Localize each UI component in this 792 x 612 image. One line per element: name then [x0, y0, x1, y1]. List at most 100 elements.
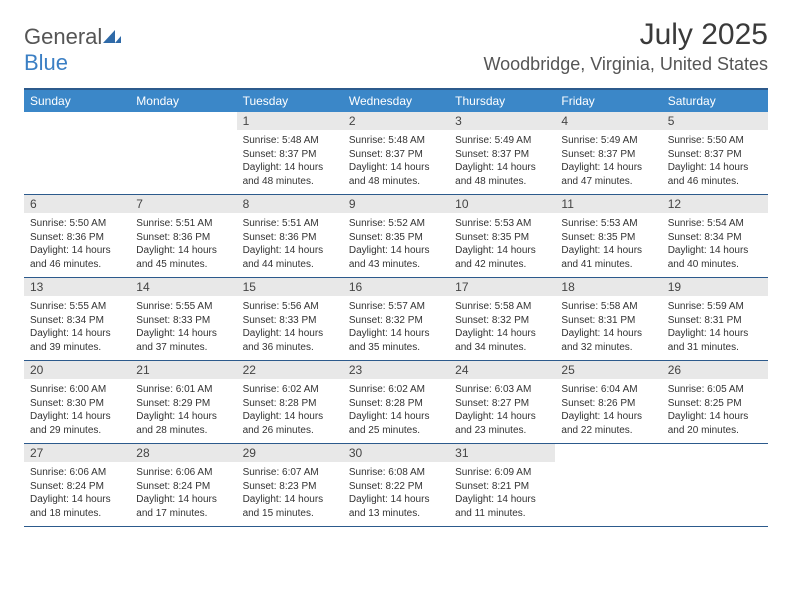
day-details: Sunrise: 6:08 AMSunset: 8:22 PMDaylight:…	[343, 463, 449, 524]
daylight-text: Daylight: 14 hours and 26 minutes.	[243, 410, 337, 437]
day-header: Thursday	[449, 90, 555, 112]
day-number: 8	[237, 195, 343, 214]
day-number: 11	[555, 195, 661, 214]
sunrise-text: Sunrise: 5:53 AM	[561, 217, 655, 231]
sunrise-text: Sunrise: 6:01 AM	[136, 383, 230, 397]
sunrise-text: Sunrise: 5:48 AM	[243, 134, 337, 148]
daylight-text: Daylight: 14 hours and 35 minutes.	[349, 327, 443, 354]
day-cell: 16Sunrise: 5:57 AMSunset: 8:32 PMDayligh…	[343, 278, 449, 360]
daylight-text: Daylight: 14 hours and 15 minutes.	[243, 493, 337, 520]
sunrise-text: Sunrise: 6:08 AM	[349, 466, 443, 480]
day-number: 12	[662, 195, 768, 214]
sunset-text: Sunset: 8:24 PM	[136, 480, 230, 494]
sunrise-text: Sunrise: 5:50 AM	[30, 217, 124, 231]
daylight-text: Daylight: 14 hours and 44 minutes.	[243, 244, 337, 271]
day-cell: 15Sunrise: 5:56 AMSunset: 8:33 PMDayligh…	[237, 278, 343, 360]
day-details: Sunrise: 5:51 AMSunset: 8:36 PMDaylight:…	[130, 214, 236, 275]
sunset-text: Sunset: 8:37 PM	[243, 148, 337, 162]
day-number: 15	[237, 278, 343, 297]
brand-text-1: General	[24, 24, 102, 49]
sunset-text: Sunset: 8:32 PM	[455, 314, 549, 328]
day-cell: 28Sunrise: 6:06 AMSunset: 8:24 PMDayligh…	[130, 444, 236, 526]
day-header-row: Sunday Monday Tuesday Wednesday Thursday…	[24, 90, 768, 112]
daylight-text: Daylight: 14 hours and 46 minutes.	[30, 244, 124, 271]
sunrise-text: Sunrise: 6:07 AM	[243, 466, 337, 480]
day-cell: 25Sunrise: 6:04 AMSunset: 8:26 PMDayligh…	[555, 361, 661, 443]
day-number: 7	[130, 195, 236, 214]
sunset-text: Sunset: 8:33 PM	[136, 314, 230, 328]
sunrise-text: Sunrise: 6:00 AM	[30, 383, 124, 397]
title-location: Woodbridge, Virginia, United States	[483, 54, 768, 75]
day-cell: 6Sunrise: 5:50 AMSunset: 8:36 PMDaylight…	[24, 195, 130, 277]
day-cell: 22Sunrise: 6:02 AMSunset: 8:28 PMDayligh…	[237, 361, 343, 443]
title-block: July 2025 Woodbridge, Virginia, United S…	[483, 18, 768, 75]
sunset-text: Sunset: 8:25 PM	[668, 397, 762, 411]
day-details: Sunrise: 5:55 AMSunset: 8:33 PMDaylight:…	[130, 297, 236, 358]
sunrise-text: Sunrise: 6:02 AM	[349, 383, 443, 397]
day-number: 27	[24, 444, 130, 463]
daylight-text: Daylight: 14 hours and 46 minutes.	[668, 161, 762, 188]
daylight-text: Daylight: 14 hours and 11 minutes.	[455, 493, 549, 520]
day-cell: 31Sunrise: 6:09 AMSunset: 8:21 PMDayligh…	[449, 444, 555, 526]
day-number: 16	[343, 278, 449, 297]
brand-mark-icon	[102, 28, 122, 44]
sunrise-text: Sunrise: 5:59 AM	[668, 300, 762, 314]
day-number: 30	[343, 444, 449, 463]
day-number: 29	[237, 444, 343, 463]
sunrise-text: Sunrise: 6:06 AM	[136, 466, 230, 480]
daylight-text: Daylight: 14 hours and 42 minutes.	[455, 244, 549, 271]
day-number: 6	[24, 195, 130, 214]
day-details: Sunrise: 5:53 AMSunset: 8:35 PMDaylight:…	[449, 214, 555, 275]
sunset-text: Sunset: 8:34 PM	[30, 314, 124, 328]
day-number: 18	[555, 278, 661, 297]
day-cell	[555, 444, 661, 526]
sunset-text: Sunset: 8:27 PM	[455, 397, 549, 411]
day-cell: 8Sunrise: 5:51 AMSunset: 8:36 PMDaylight…	[237, 195, 343, 277]
sunset-text: Sunset: 8:30 PM	[30, 397, 124, 411]
day-cell: 4Sunrise: 5:49 AMSunset: 8:37 PMDaylight…	[555, 112, 661, 194]
sunrise-text: Sunrise: 5:52 AM	[349, 217, 443, 231]
day-cell: 2Sunrise: 5:48 AMSunset: 8:37 PMDaylight…	[343, 112, 449, 194]
sunrise-text: Sunrise: 5:51 AM	[136, 217, 230, 231]
sunset-text: Sunset: 8:37 PM	[561, 148, 655, 162]
sunrise-text: Sunrise: 5:54 AM	[668, 217, 762, 231]
daylight-text: Daylight: 14 hours and 29 minutes.	[30, 410, 124, 437]
day-details: Sunrise: 5:57 AMSunset: 8:32 PMDaylight:…	[343, 297, 449, 358]
daylight-text: Daylight: 14 hours and 37 minutes.	[136, 327, 230, 354]
day-cell: 13Sunrise: 5:55 AMSunset: 8:34 PMDayligh…	[24, 278, 130, 360]
day-cell: 3Sunrise: 5:49 AMSunset: 8:37 PMDaylight…	[449, 112, 555, 194]
day-number: 22	[237, 361, 343, 380]
sunset-text: Sunset: 8:35 PM	[455, 231, 549, 245]
sunrise-text: Sunrise: 5:58 AM	[561, 300, 655, 314]
sunrise-text: Sunrise: 6:09 AM	[455, 466, 549, 480]
day-details: Sunrise: 6:09 AMSunset: 8:21 PMDaylight:…	[449, 463, 555, 524]
sunset-text: Sunset: 8:26 PM	[561, 397, 655, 411]
title-month: July 2025	[483, 18, 768, 52]
day-details: Sunrise: 5:58 AMSunset: 8:31 PMDaylight:…	[555, 297, 661, 358]
day-details: Sunrise: 5:50 AMSunset: 8:36 PMDaylight:…	[24, 214, 130, 275]
day-cell: 18Sunrise: 5:58 AMSunset: 8:31 PMDayligh…	[555, 278, 661, 360]
sunrise-text: Sunrise: 5:49 AM	[455, 134, 549, 148]
day-cell: 19Sunrise: 5:59 AMSunset: 8:31 PMDayligh…	[662, 278, 768, 360]
day-header: Saturday	[662, 90, 768, 112]
daylight-text: Daylight: 14 hours and 48 minutes.	[349, 161, 443, 188]
sunrise-text: Sunrise: 6:06 AM	[30, 466, 124, 480]
day-number: 31	[449, 444, 555, 463]
sunset-text: Sunset: 8:28 PM	[349, 397, 443, 411]
week-row: 1Sunrise: 5:48 AMSunset: 8:37 PMDaylight…	[24, 112, 768, 195]
sunrise-text: Sunrise: 6:03 AM	[455, 383, 549, 397]
sunset-text: Sunset: 8:29 PM	[136, 397, 230, 411]
day-details: Sunrise: 6:07 AMSunset: 8:23 PMDaylight:…	[237, 463, 343, 524]
day-details: Sunrise: 6:04 AMSunset: 8:26 PMDaylight:…	[555, 380, 661, 441]
daylight-text: Daylight: 14 hours and 36 minutes.	[243, 327, 337, 354]
brand-text: General Blue	[24, 24, 122, 76]
sunset-text: Sunset: 8:23 PM	[243, 480, 337, 494]
day-header: Sunday	[24, 90, 130, 112]
sunrise-text: Sunrise: 6:05 AM	[668, 383, 762, 397]
day-cell: 14Sunrise: 5:55 AMSunset: 8:33 PMDayligh…	[130, 278, 236, 360]
sunrise-text: Sunrise: 5:57 AM	[349, 300, 443, 314]
day-details: Sunrise: 5:54 AMSunset: 8:34 PMDaylight:…	[662, 214, 768, 275]
sunset-text: Sunset: 8:31 PM	[561, 314, 655, 328]
day-number: 9	[343, 195, 449, 214]
sunset-text: Sunset: 8:21 PM	[455, 480, 549, 494]
